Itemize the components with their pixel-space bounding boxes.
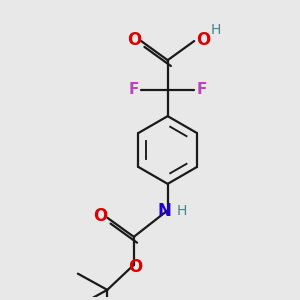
Text: O: O (196, 32, 211, 50)
Text: H: H (177, 204, 187, 218)
Text: F: F (129, 82, 139, 97)
Text: O: O (128, 258, 142, 276)
Text: O: O (93, 207, 107, 225)
Text: F: F (196, 82, 207, 97)
Text: N: N (158, 202, 172, 220)
Text: H: H (210, 23, 221, 37)
Text: O: O (127, 31, 141, 49)
